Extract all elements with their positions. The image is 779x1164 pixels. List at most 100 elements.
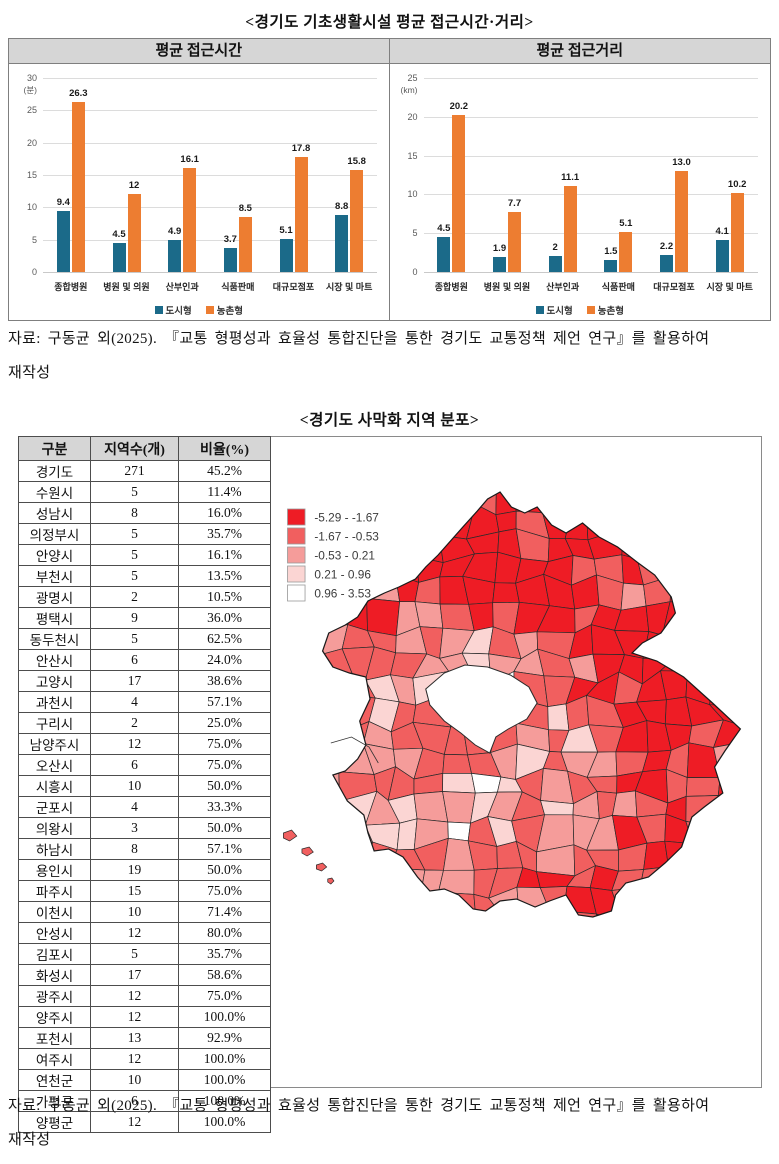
source-line: 자료: 구동균 외(2025). 『교통 형평성과 효율성 통합진단을 통한 경… xyxy=(8,329,769,350)
district-cell xyxy=(388,1007,425,1037)
map-legend-label: -0.53 - 0.21 xyxy=(314,550,375,563)
island xyxy=(302,847,313,856)
district-cell xyxy=(271,625,302,660)
district-cell xyxy=(370,916,393,943)
district-cell xyxy=(442,982,475,1018)
district-cell xyxy=(712,652,747,681)
table-cell: 10 xyxy=(91,902,179,923)
district-cell xyxy=(318,694,351,729)
table-header-cell: 지역수(개) xyxy=(91,437,179,461)
district-cell xyxy=(637,1040,671,1058)
district-cell xyxy=(271,742,290,778)
district-cell xyxy=(293,796,319,825)
district-cell xyxy=(611,936,647,968)
district-cell xyxy=(495,947,523,972)
bar-도시형-5 xyxy=(280,239,293,272)
district-cell xyxy=(292,456,327,486)
district-cell xyxy=(587,1031,625,1063)
table-cell: 75.0% xyxy=(179,734,271,755)
district-cell xyxy=(647,938,674,968)
table-cell: 이천시 xyxy=(19,902,91,923)
district-cell xyxy=(687,647,720,677)
district-cell xyxy=(694,531,717,561)
district-cell xyxy=(718,774,748,800)
district-cell xyxy=(687,555,723,582)
district-cell xyxy=(664,941,697,967)
table-cell: 9 xyxy=(91,608,179,629)
district-cell xyxy=(271,657,302,682)
district-cell xyxy=(635,504,673,528)
y-axis-tick-label: 30 xyxy=(11,73,37,83)
district-cell xyxy=(539,1081,574,1087)
table-cell: 5 xyxy=(91,944,179,965)
legend-item-농촌형: 농촌형 xyxy=(587,303,624,317)
district-cell xyxy=(711,599,744,633)
district-cell xyxy=(638,887,668,919)
district-cell xyxy=(344,939,374,971)
bar-value-label: 20.2 xyxy=(439,102,479,112)
table-cell: 57.1% xyxy=(179,692,271,713)
table-cell: 8 xyxy=(91,503,179,524)
district-cell xyxy=(538,960,571,992)
map-legend-label: -5.29 - -1.67 xyxy=(314,512,379,525)
district-cell xyxy=(624,1009,650,1041)
district-cell xyxy=(615,1031,646,1059)
district-cell xyxy=(271,704,301,730)
district-cell xyxy=(715,814,742,849)
district-cell xyxy=(568,1008,598,1036)
district-cell xyxy=(710,678,743,706)
district-cell xyxy=(370,939,393,971)
district-cell xyxy=(272,911,298,945)
bar-value-label: 12 xyxy=(114,181,154,191)
legend-series-label: 농촌형 xyxy=(217,303,243,317)
district-cell xyxy=(664,508,694,534)
table-header-cell: 비율(%) xyxy=(179,437,271,461)
legend-color-swatch xyxy=(536,306,544,314)
district-cell xyxy=(496,480,516,514)
table-cell: 구리시 xyxy=(19,713,91,734)
district-cell xyxy=(414,923,442,946)
district-cell xyxy=(414,461,451,487)
district-cell xyxy=(737,483,761,514)
district-cell xyxy=(372,891,393,919)
district-cell xyxy=(637,558,671,585)
district-cell xyxy=(616,911,646,937)
chart-title: 평균 접근거리 xyxy=(390,39,771,64)
district-cell xyxy=(671,963,692,989)
category-label: 식품판매 xyxy=(591,280,647,293)
district-cell xyxy=(664,914,697,948)
district-cell xyxy=(760,507,761,534)
district-cell xyxy=(289,768,319,800)
district-cell xyxy=(644,841,669,869)
district-cell xyxy=(686,778,720,797)
table-cell: 271 xyxy=(91,461,179,482)
district-cell xyxy=(621,583,646,610)
district-cell xyxy=(735,1056,761,1085)
district-cell xyxy=(743,656,761,681)
table-cell: 성남시 xyxy=(19,503,91,524)
island xyxy=(283,830,296,841)
district-cell xyxy=(314,888,346,913)
category-label: 산부인과 xyxy=(535,280,591,293)
district-cell xyxy=(314,1008,349,1043)
district-cell xyxy=(691,1010,720,1043)
district-cell xyxy=(693,511,721,533)
legend-color-swatch xyxy=(206,306,214,314)
table-cell: 부천시 xyxy=(19,566,91,587)
table-cell: 고양시 xyxy=(19,671,91,692)
bar-value-label: 10.2 xyxy=(717,180,757,190)
bar-도시형-3 xyxy=(168,240,181,272)
table-cell: 11.4% xyxy=(179,482,271,503)
district-cell xyxy=(760,724,761,746)
district-cell xyxy=(465,1079,501,1087)
district-cell xyxy=(271,769,296,800)
district-cell xyxy=(317,962,348,993)
